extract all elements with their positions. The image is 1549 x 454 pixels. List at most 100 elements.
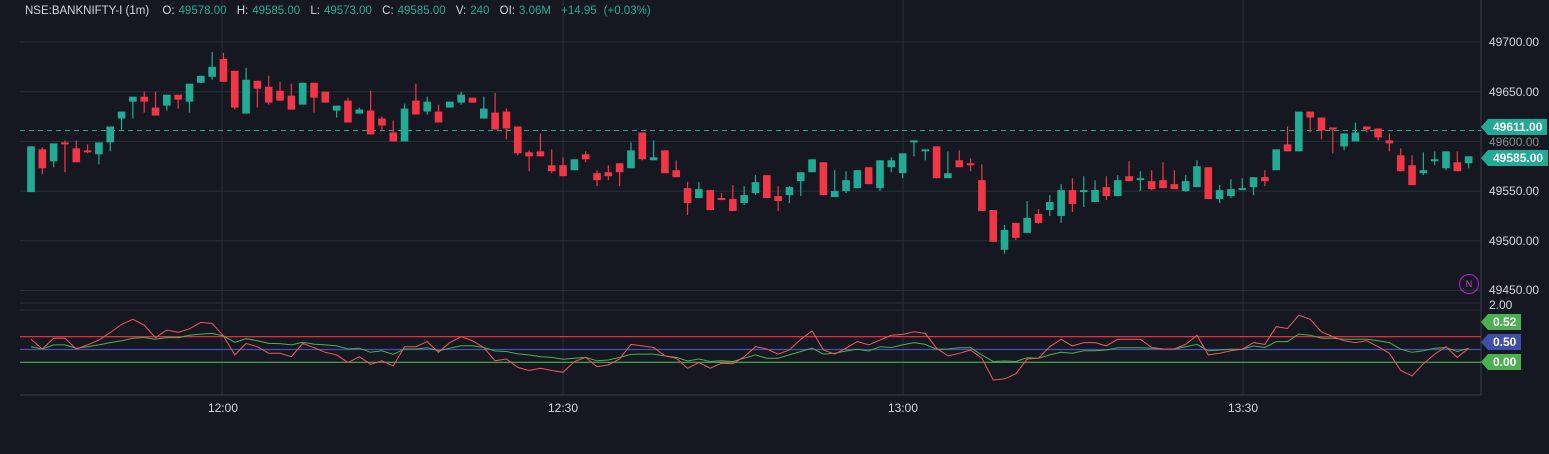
candle-up bbox=[95, 142, 103, 155]
candle-down bbox=[1204, 167, 1213, 200]
oi-value: 3.06M bbox=[519, 5, 551, 17]
candle-down bbox=[1396, 155, 1405, 172]
candle-up bbox=[1057, 190, 1065, 216]
candle-up bbox=[570, 159, 579, 171]
candle-up bbox=[910, 140, 918, 143]
candle-down bbox=[1408, 165, 1416, 186]
candle-down bbox=[502, 111, 511, 129]
candle-down bbox=[638, 132, 647, 160]
candle-down bbox=[310, 82, 318, 98]
candle-up bbox=[921, 149, 930, 152]
close-value: 49585.00 bbox=[397, 5, 446, 17]
candle-up bbox=[129, 96, 137, 102]
time-tick: 13:30 bbox=[1227, 401, 1259, 415]
candle-down bbox=[1012, 222, 1020, 238]
candle-down bbox=[513, 126, 522, 154]
candle-down bbox=[389, 132, 398, 142]
candle-down bbox=[1283, 144, 1292, 152]
high-value: 49585.00 bbox=[252, 5, 301, 17]
candle-down bbox=[287, 95, 296, 110]
candle-down bbox=[1374, 128, 1382, 138]
candle-up bbox=[1181, 181, 1190, 192]
candle-up bbox=[298, 82, 307, 105]
candle-down bbox=[1362, 126, 1371, 130]
candle-up bbox=[332, 105, 341, 111]
price-tick: 49650.00 bbox=[1489, 85, 1540, 99]
candle-up bbox=[944, 173, 952, 179]
candle-up bbox=[1430, 159, 1439, 162]
candle-up bbox=[242, 79, 250, 114]
candle-up bbox=[808, 159, 816, 173]
candle-up bbox=[627, 150, 635, 169]
candle-down bbox=[525, 152, 533, 157]
candle-down bbox=[581, 154, 590, 160]
candle-down bbox=[763, 175, 771, 199]
candle-up bbox=[1000, 229, 1009, 250]
candle-up bbox=[1227, 189, 1235, 197]
price-tick: 49550.00 bbox=[1489, 184, 1540, 198]
candle-up bbox=[830, 191, 839, 198]
candle-down bbox=[536, 151, 545, 157]
candle-up bbox=[1351, 132, 1360, 142]
candle-up bbox=[197, 75, 205, 83]
candle-down bbox=[661, 150, 669, 174]
mid-level-tag: 0.50 bbox=[1480, 334, 1522, 350]
candle-down bbox=[378, 118, 386, 126]
candle-down bbox=[174, 94, 182, 100]
volume-value: 240 bbox=[470, 5, 490, 17]
candle-down bbox=[706, 190, 714, 210]
candle-up bbox=[480, 108, 488, 119]
candle-up bbox=[740, 195, 748, 204]
candle-down bbox=[276, 90, 284, 101]
open-value: 49578.00 bbox=[178, 5, 227, 17]
candle-down bbox=[1385, 140, 1394, 144]
candle-up bbox=[1023, 217, 1031, 233]
candle-up bbox=[1295, 111, 1303, 152]
candle-down bbox=[864, 167, 873, 185]
last-price-tag: 49585.00 bbox=[1480, 150, 1549, 166]
candle-up bbox=[853, 170, 862, 189]
candle-up bbox=[106, 126, 115, 143]
candle-down bbox=[774, 196, 782, 202]
time-tick: 12:00 bbox=[207, 401, 239, 415]
candle-down bbox=[1453, 162, 1462, 172]
indicator-tick: 2.00 bbox=[1489, 298, 1513, 312]
candle-up bbox=[796, 172, 805, 182]
open-label: O: bbox=[162, 5, 175, 17]
candle-down bbox=[989, 209, 997, 242]
candle-up bbox=[1215, 190, 1224, 200]
candle-down bbox=[683, 188, 692, 204]
candle-down bbox=[491, 112, 499, 130]
dashed-level-price-tag: 49611.00 bbox=[1480, 119, 1548, 135]
candle-up bbox=[27, 146, 35, 193]
candle-down bbox=[717, 198, 726, 201]
candle-up bbox=[49, 143, 58, 162]
candle-down bbox=[72, 148, 81, 163]
candle-up bbox=[1193, 166, 1201, 188]
candle-up bbox=[423, 101, 431, 112]
candle-down bbox=[468, 97, 477, 103]
candle-up bbox=[695, 189, 703, 199]
candle-down bbox=[264, 86, 273, 103]
candle-up bbox=[185, 83, 194, 102]
candle-up bbox=[751, 182, 760, 194]
close-label: C: bbox=[382, 5, 394, 17]
candle-up bbox=[457, 94, 465, 103]
indicator-value-tag: 0.52 bbox=[1480, 314, 1522, 330]
candle-down bbox=[1170, 184, 1179, 190]
candle-down bbox=[140, 96, 148, 102]
candle-up bbox=[1238, 188, 1247, 191]
candle-up bbox=[1272, 149, 1280, 171]
candle-down bbox=[1034, 213, 1043, 223]
symbol-label[interactable]: NSE:BANKNIFTY-I (1m) bbox=[25, 5, 150, 17]
candle-up bbox=[163, 94, 171, 106]
candle-down bbox=[1147, 181, 1156, 190]
candle-down bbox=[1317, 117, 1326, 131]
candle-up bbox=[1340, 133, 1348, 147]
candle-up bbox=[1113, 180, 1122, 197]
indicator-green-series bbox=[30, 332, 1469, 363]
candle-up bbox=[355, 109, 364, 114]
news-badge-icon[interactable]: N bbox=[1459, 274, 1479, 294]
volume-label: V: bbox=[455, 5, 467, 17]
